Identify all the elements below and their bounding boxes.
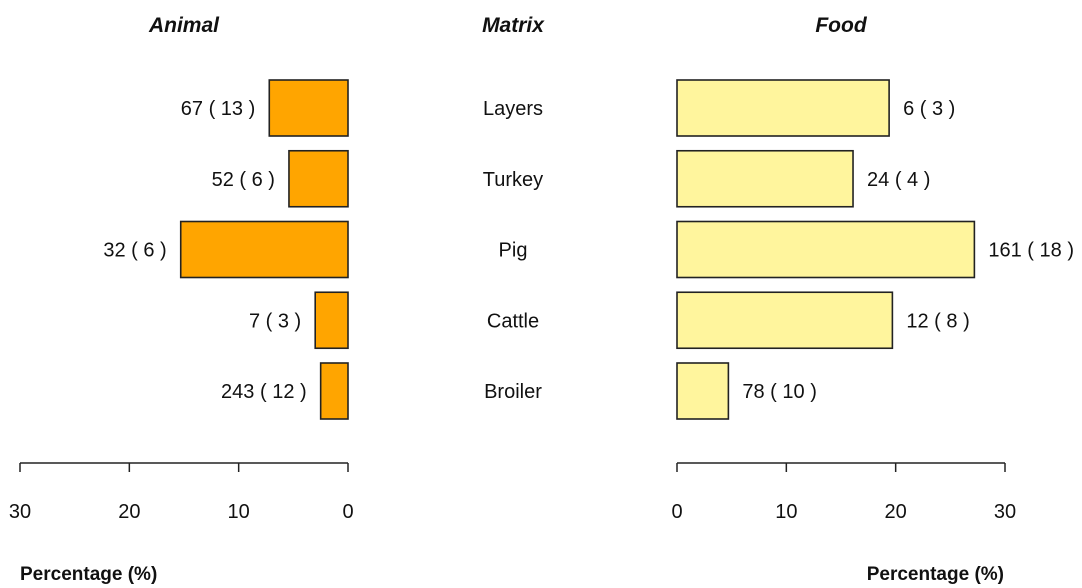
animal-x-axis: 0 10 20 30 xyxy=(9,462,354,523)
food-data-label-pig: 161 ( 18 ) xyxy=(988,240,1074,262)
food-tick-label: 20 xyxy=(885,501,907,523)
food-x-axis-label: Percentage (%) xyxy=(867,564,1004,585)
animal-data-label-cattle: 7 ( 3 ) xyxy=(249,310,301,332)
animal-x-axis-label: Percentage (%) xyxy=(20,564,157,585)
animal-bar-cattle xyxy=(314,291,349,350)
animal-tick-label: 10 xyxy=(228,501,250,523)
animal-data-label-turkey: 52 ( 6 ) xyxy=(212,169,275,191)
animal-bar-broiler xyxy=(319,362,349,420)
animal-bar-turkey xyxy=(288,149,349,208)
food-data-label-layers: 6 ( 3 ) xyxy=(903,98,955,120)
food-bar-cattle xyxy=(676,291,894,350)
food-bar-layers xyxy=(676,79,890,137)
food-tick-label: 10 xyxy=(775,501,797,523)
animal-bar-layers xyxy=(268,79,349,137)
animal-data-label-pig: 32 ( 6 ) xyxy=(103,240,166,262)
food-x-axis: 0 10 20 30 xyxy=(671,462,1016,523)
animal-bar-pig xyxy=(179,220,349,279)
food-panel-title: Food xyxy=(815,14,867,37)
food-tick-label: 0 xyxy=(671,501,682,523)
animal-data-label-broiler: 243 ( 12 ) xyxy=(221,381,307,403)
animal-bars: 67 ( 13 ) 52 ( 6 ) 32 ( 6 ) 7 ( 3 ) 243 ( 12… xyxy=(103,79,349,420)
food-bar-pig xyxy=(676,220,976,279)
animal-tick-label: 20 xyxy=(118,501,140,523)
food-data-label-cattle: 12 ( 8 ) xyxy=(906,310,969,332)
category-label-layers: Layers xyxy=(483,98,543,120)
animal-tick-label: 30 xyxy=(9,501,31,523)
matrix-title: Matrix xyxy=(482,14,545,37)
category-label-pig: Pig xyxy=(499,240,528,262)
food-bars: 6 ( 3 ) 24 ( 4 ) 161 ( 18 ) 12 ( 8 ) 78 ( 10… xyxy=(676,79,1074,420)
category-label-broiler: Broiler xyxy=(484,381,542,403)
animal-tick-label: 0 xyxy=(342,501,353,523)
food-bar-broiler xyxy=(676,362,730,420)
food-bar-turkey xyxy=(676,149,854,208)
category-labels: Layers Turkey Pig Cattle Broiler xyxy=(483,98,543,403)
food-data-label-broiler: 78 ( 10 ) xyxy=(742,381,816,403)
category-label-cattle: Cattle xyxy=(487,310,539,332)
animal-panel-title: Animal xyxy=(148,14,220,37)
animal-data-label-layers: 67 ( 13 ) xyxy=(181,98,255,120)
category-label-turkey: Turkey xyxy=(483,169,543,191)
food-data-label-turkey: 24 ( 4 ) xyxy=(867,169,930,191)
food-tick-label: 30 xyxy=(994,501,1016,523)
